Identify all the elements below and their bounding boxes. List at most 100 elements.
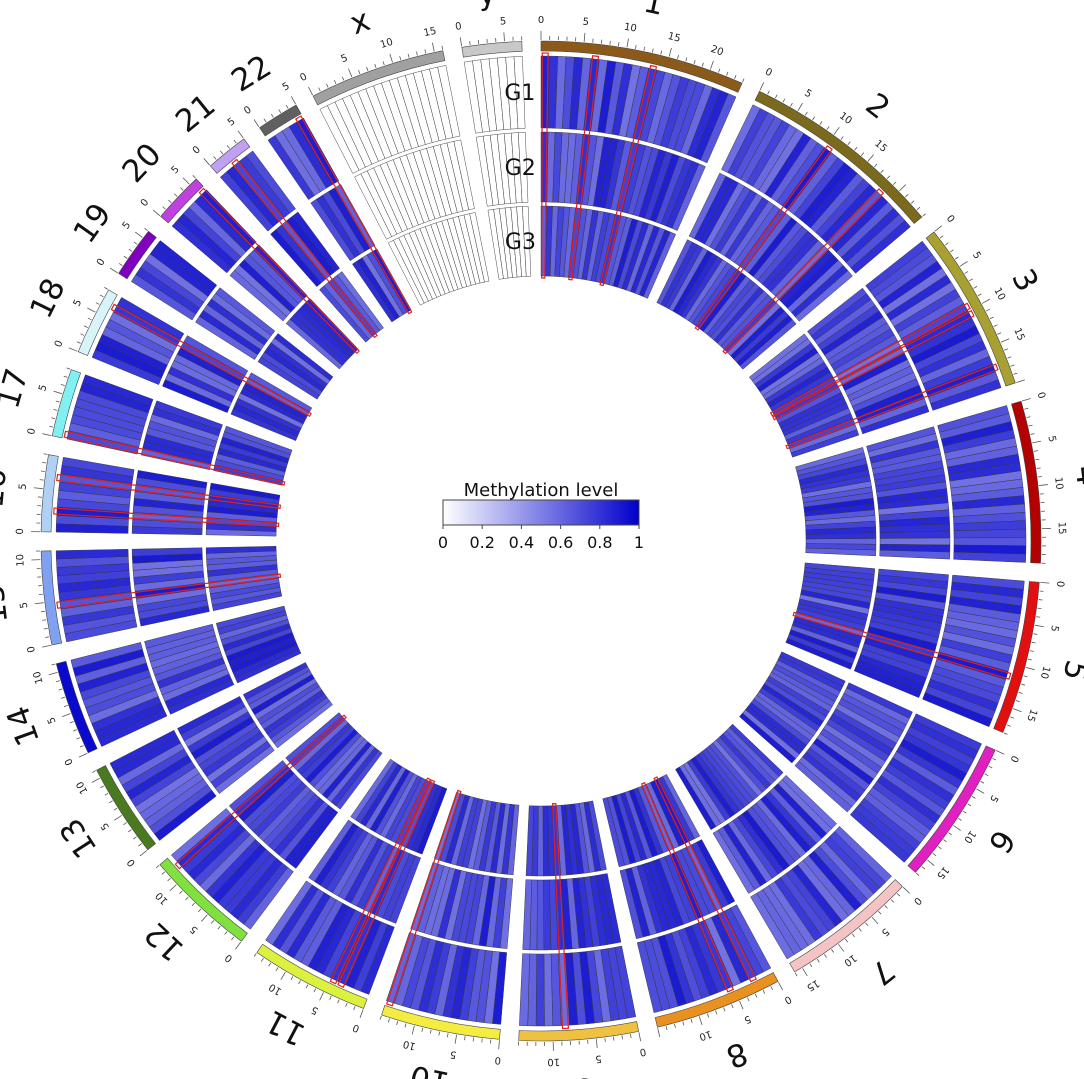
chromosome-label: 10 <box>407 1058 453 1079</box>
tick-mark <box>878 911 882 915</box>
heatmap-cell <box>109 729 178 771</box>
legend-ticks: 0 0.2 0.4 0.6 0.8 1 <box>438 525 644 552</box>
tick-mark <box>626 38 629 48</box>
legend-tick-label: 0.4 <box>509 533 534 552</box>
chromosome-label: 3 <box>1004 263 1045 297</box>
chromosome-label: y <box>476 0 498 13</box>
tick-label: 15 <box>872 138 889 155</box>
highlight-region <box>722 188 885 355</box>
chromosome-label: 20 <box>115 136 168 189</box>
tick-mark <box>191 902 195 907</box>
tick-label: 0 <box>53 339 66 349</box>
heatmap-cell <box>930 379 1002 411</box>
tick-mark <box>201 914 208 922</box>
highlight-region <box>295 115 413 315</box>
chromosome-band-10 <box>381 1005 501 1040</box>
chromosome-label: 1 <box>641 0 668 23</box>
heatmap-cell <box>350 758 395 821</box>
tick-label: 10 <box>32 670 46 685</box>
highlight-region <box>599 64 658 287</box>
tick-mark <box>498 1040 500 1050</box>
heatmap-cells <box>55 55 1027 1027</box>
tick-mark <box>782 98 786 103</box>
tick-label: 5 <box>310 1004 321 1017</box>
highlight-region <box>769 302 971 417</box>
tick-mark <box>446 1033 449 1038</box>
tick-mark <box>715 1010 718 1015</box>
tick-mark <box>237 130 244 139</box>
tick-mark <box>319 992 324 1001</box>
tick-label: 0 <box>191 144 203 156</box>
tick-mark <box>100 785 105 789</box>
tick-mark <box>399 56 402 61</box>
tick-mark <box>76 341 81 344</box>
tick-label: 5 <box>970 250 983 261</box>
tick-mark <box>133 836 137 840</box>
tick-label: 5 <box>169 164 181 176</box>
tick-mark <box>884 905 888 909</box>
tick-mark <box>87 307 96 313</box>
legend-tick-label: 1 <box>634 533 644 552</box>
tick-mark <box>76 737 81 740</box>
chromosome-label: 2 <box>859 86 897 127</box>
tick-mark <box>348 68 353 78</box>
chromosome-band-4 <box>1011 400 1042 564</box>
heatmap-cell <box>285 712 343 763</box>
highlight-region <box>56 573 282 609</box>
tick-mark <box>233 139 237 144</box>
tick-mark <box>69 721 74 724</box>
chromosome-band-3 <box>925 231 1016 387</box>
legend-colorbar <box>442 499 640 526</box>
heatmap-cell <box>850 220 911 274</box>
tick-mark <box>318 87 321 92</box>
chromosome-label: 6 <box>981 823 1022 859</box>
tick-mark <box>43 627 48 630</box>
tick-mark <box>51 417 56 420</box>
tick-mark <box>55 400 60 403</box>
chromosome-band-2 <box>754 90 923 224</box>
heatmap-cell <box>242 662 308 700</box>
tick-mark <box>203 158 211 166</box>
heatmap-cell <box>308 819 354 882</box>
tick-mark <box>921 866 926 870</box>
tick-label: 10 <box>267 981 284 997</box>
tick-label: 10 <box>547 1056 560 1067</box>
highlight-regions <box>53 52 1012 1030</box>
tick-label: 0 <box>125 857 138 869</box>
tick-mark <box>66 367 71 370</box>
tick-mark <box>1030 433 1035 435</box>
tick-label: 10 <box>961 828 977 845</box>
tick-mark <box>459 37 463 47</box>
tick-mark <box>213 156 217 160</box>
heatmap-cell <box>453 139 475 211</box>
tick-label: 0 <box>26 645 38 654</box>
tick-mark <box>1025 667 1035 671</box>
chromosome-band-12 <box>159 857 248 942</box>
tick-mark <box>469 41 471 46</box>
heatmap-cell <box>61 456 135 477</box>
heatmap-cell <box>795 270 853 322</box>
tick-mark <box>971 796 976 799</box>
heatmap-cell <box>518 132 529 203</box>
tick-mark <box>668 47 672 57</box>
heatmap-cell <box>879 537 951 546</box>
tick-label: 5 <box>1045 435 1057 443</box>
tick-mark <box>1018 691 1023 694</box>
tick-mark <box>1037 476 1042 478</box>
tick-mark <box>767 90 770 95</box>
heatmap-cell <box>513 56 526 129</box>
tick-label: 5 <box>742 1013 752 1026</box>
tick-mark <box>953 825 962 831</box>
tick-label: 0 <box>298 71 309 84</box>
tick-label: 5 <box>281 81 292 94</box>
tick-label: 0 <box>639 1045 647 1057</box>
chromosome-band-y <box>461 41 523 58</box>
tick-label: 15 <box>934 864 951 881</box>
chromosome-band-16 <box>40 454 59 533</box>
tick-mark <box>290 976 294 980</box>
tick-mark <box>185 896 189 901</box>
legend-tick-label: 0.2 <box>469 533 494 552</box>
tick-mark <box>197 908 202 913</box>
tick-mark <box>709 60 714 70</box>
tick-mark <box>305 984 309 989</box>
